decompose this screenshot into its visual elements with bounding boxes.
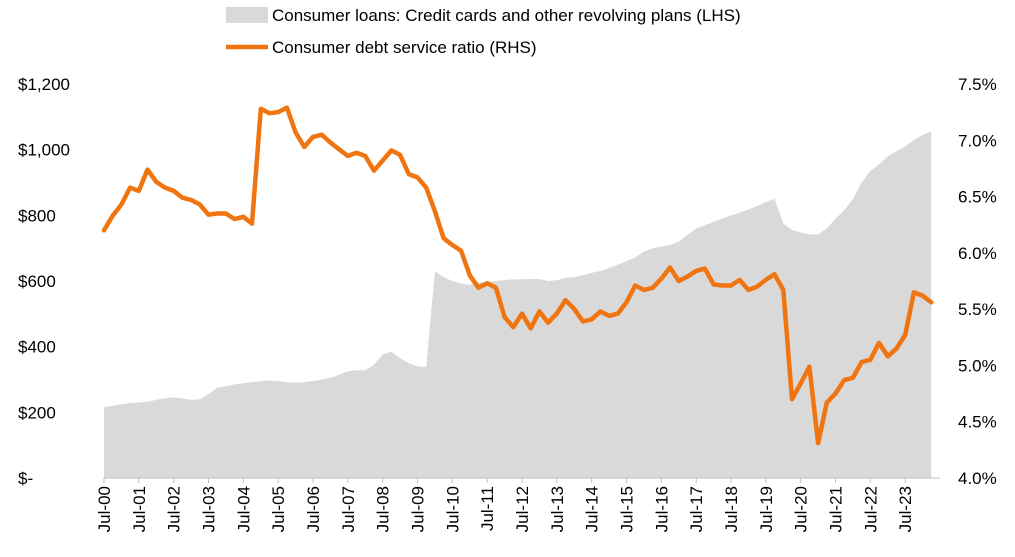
x-tick-label: Jul-21: [827, 486, 846, 532]
left-tick-label: $1,200: [18, 75, 70, 94]
x-tick-label: Jul-20: [792, 486, 811, 532]
x-tick-label: Jul-14: [583, 486, 602, 532]
x-tick-label: Jul-10: [443, 486, 462, 532]
x-tick-label: Jul-16: [652, 486, 671, 532]
x-tick-label: Jul-04: [234, 486, 253, 532]
left-tick-label: $600: [18, 272, 56, 291]
right-tick-label: 7.0%: [958, 131, 997, 150]
x-tick-label: Jul-23: [896, 486, 915, 532]
x-tick-label: Jul-02: [165, 486, 184, 532]
legend-swatch-area: [226, 7, 268, 23]
x-axis: Jul-00 Jul-01 Jul-02 Jul-03 Jul-04 Jul-05 Jul-…: [95, 477, 940, 532]
legend-label-area: Consumer loans: Credit cards and other r…: [272, 6, 741, 25]
x-tick-label: Jul-13: [548, 486, 567, 532]
x-tick-label: Jul-03: [200, 486, 219, 532]
left-tick-label: $800: [18, 206, 56, 225]
left-tick-label: $-: [18, 469, 33, 488]
area-series-layer: [104, 131, 932, 478]
left-tick-label: $200: [18, 403, 56, 422]
right-tick-label: 6.0%: [958, 244, 997, 263]
x-tick-label: Jul-18: [722, 486, 741, 532]
debt-service-ratio-line: [101, 105, 934, 446]
x-tick-label: Jul-15: [618, 486, 637, 532]
x-tick-label: Jul-17: [687, 486, 706, 532]
x-tick-label: Jul-00: [95, 486, 114, 532]
plot-area: [101, 105, 934, 478]
legend-label-line: Consumer debt service ratio (RHS): [272, 38, 537, 57]
x-tick-label: Jul-01: [130, 486, 149, 532]
line-series-layer: [101, 105, 934, 446]
x-tick-label: Jul-12: [513, 486, 532, 532]
x-tick-label: Jul-11: [478, 486, 497, 531]
legend: Consumer loans: Credit cards and other r…: [226, 6, 741, 57]
credit-card-loans-area: [104, 131, 932, 478]
x-tick-label: Jul-07: [339, 486, 358, 532]
x-tick-label: Jul-06: [304, 486, 323, 532]
right-tick-label: 4.0%: [958, 469, 997, 488]
x-tick-label: Jul-22: [861, 486, 880, 532]
right-tick-label: 4.5%: [958, 413, 997, 432]
left-tick-label: $400: [18, 338, 56, 357]
left-axis: $- $200 $400 $600 $800 $1,000 $1,200: [18, 75, 70, 488]
left-tick-label: $1,000: [18, 141, 70, 160]
right-tick-label: 7.5%: [958, 75, 997, 94]
right-axis: 4.0% 4.5% 5.0% 5.5% 6.0% 6.5% 7.0% 7.5%: [958, 75, 997, 488]
right-tick-label: 5.5%: [958, 300, 997, 319]
right-tick-label: 5.0%: [958, 356, 997, 375]
x-tick-label: Jul-08: [374, 486, 393, 532]
right-tick-label: 6.5%: [958, 188, 997, 207]
x-tick-label: Jul-19: [757, 486, 776, 532]
x-tick-label: Jul-09: [409, 486, 428, 532]
x-tick-label: Jul-05: [269, 486, 288, 532]
